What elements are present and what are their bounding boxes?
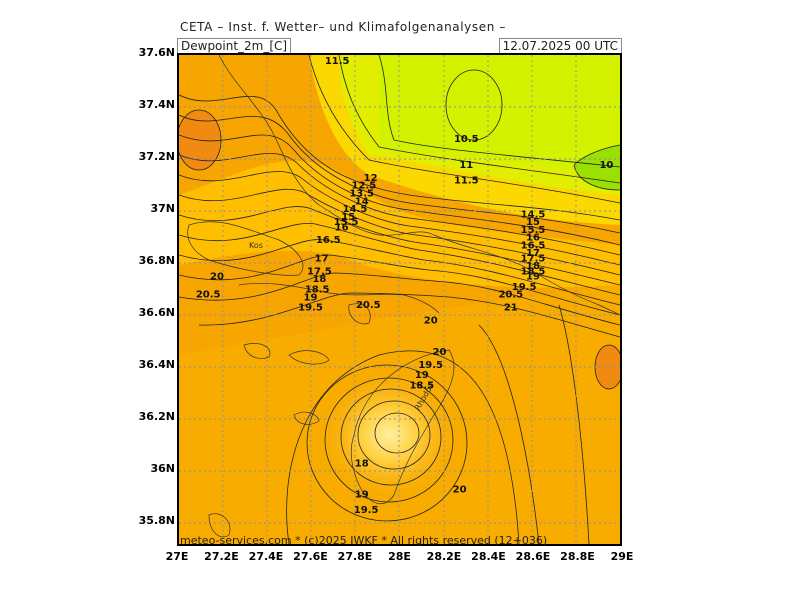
- coastlines: [187, 55, 620, 538]
- contour-value-label: 10: [599, 160, 613, 171]
- contour-value-label: 15: [526, 217, 540, 228]
- contour-value-label: 10.5: [454, 134, 479, 145]
- nisyros-coast: [243, 343, 271, 359]
- contour-value-label: 17: [526, 248, 540, 259]
- symi-coast: [348, 303, 371, 325]
- x-tick-label: 27E: [165, 550, 189, 563]
- contour-value-label: 18: [355, 458, 369, 469]
- y-tick-label: 36.8N: [138, 254, 175, 267]
- x-tick-label: 28E: [388, 550, 411, 563]
- lat-lon-grid: [179, 55, 620, 544]
- contour-value-label: 15.5: [334, 217, 359, 228]
- y-tick-label: 37.4N: [138, 98, 175, 111]
- footer-credit: meteo-services.com * (c)2025 IWKF * All …: [180, 534, 548, 547]
- contour-value-label: 16: [526, 233, 540, 244]
- contour-value-label: 16.5: [521, 240, 546, 251]
- contour-value-label: 14.5: [521, 209, 546, 220]
- contour-value-label: 19.5: [512, 282, 537, 293]
- contour-value-label: 18.5: [521, 266, 546, 277]
- contour-value-label: 21: [504, 303, 518, 314]
- field-band-11: [379, 55, 620, 175]
- contour-lines: [179, 55, 620, 544]
- contour-value-label: 12.5: [352, 181, 377, 192]
- field-high-east: [595, 345, 620, 389]
- contour-value-label: 11: [459, 160, 473, 171]
- contour-value-label: 17: [315, 253, 329, 264]
- y-tick-label: 36N: [150, 462, 175, 475]
- contour-value-label: 20: [433, 347, 447, 358]
- x-tick-label: 28.4E: [471, 550, 506, 563]
- y-tick-label: 37N: [150, 202, 175, 215]
- contour-value-label: 14: [355, 196, 369, 207]
- contour-value-label: 18: [526, 261, 540, 272]
- contour-value-label: 16.5: [316, 235, 341, 246]
- karpathos-coast: [208, 513, 231, 538]
- place-kos: Kos: [249, 241, 263, 250]
- x-tick-label: 27.2E: [204, 550, 239, 563]
- contour-value-label: 19.5: [298, 303, 323, 314]
- bodrum-peninsula-coast: [238, 282, 440, 314]
- field-band-10: [574, 145, 620, 190]
- dewpoint-map: Kos Rhodos 11.5 10.5 11 11.5 10 12 12.5 13.5 14 1…: [177, 53, 622, 546]
- x-tick-label: 28.6E: [515, 550, 551, 563]
- turkish-coast: [218, 55, 620, 316]
- y-tick-label: 37.6N: [138, 46, 175, 59]
- contour-value-label: 20.5: [196, 290, 221, 301]
- x-tick-label: 27.6E: [293, 550, 328, 563]
- contour-value-label: 12: [364, 173, 378, 184]
- contour-labels: 11.510.51111.5101212.513.51414.51515.516…: [196, 56, 614, 516]
- x-tick-label: 29E: [610, 550, 634, 563]
- x-tick-label: 28.2E: [426, 550, 462, 563]
- contour-value-label: 11.5: [325, 56, 350, 67]
- contour-value-label: 17.5: [521, 253, 546, 264]
- contour-value-label: 20: [453, 484, 467, 495]
- contour-value-label: 19: [304, 292, 318, 303]
- institute-header: CETA – Inst. f. Wetter– und Klimafolgena…: [180, 20, 506, 34]
- rhodes-detail-coast: [293, 411, 320, 425]
- contour-value-label: 19: [355, 490, 369, 501]
- contour-value-label: 20: [424, 316, 438, 327]
- contour-value-label: 15.5: [521, 225, 546, 236]
- contour-value-label: 19: [526, 272, 540, 283]
- y-tick-label: 36.4N: [138, 358, 175, 371]
- contour-value-label: 20: [210, 272, 224, 283]
- y-tick-label: 35.8N: [138, 514, 175, 527]
- contour-value-label: 14.5: [343, 204, 368, 215]
- map-canvas: Kos Rhodos 11.510.51111.5101212.513.5141…: [179, 55, 620, 544]
- contour-value-label: 15: [341, 212, 355, 223]
- tilos-coast: [288, 350, 330, 365]
- contour-value-label: 20.5: [356, 300, 381, 311]
- contour-value-label: 18.5: [305, 285, 330, 296]
- contour-value-label: 18: [312, 274, 326, 285]
- y-tick-label: 36.2N: [138, 410, 175, 423]
- rhodes-island-coast: [350, 349, 455, 505]
- contour-value-label: 19.5: [418, 360, 443, 371]
- valid-time-label: 12.07.2025 00 UTC: [498, 38, 622, 54]
- y-tick-label: 37.2N: [138, 150, 175, 163]
- contour-value-label: 11.5: [454, 176, 479, 187]
- contour-value-label: 16: [335, 222, 349, 233]
- contour-value-label: 20.5: [498, 290, 523, 301]
- parameter-label: Dewpoint_2m_[C]: [177, 38, 292, 54]
- kos-island-coast: [187, 221, 304, 276]
- x-tick-label: 27.4E: [248, 550, 284, 563]
- contour-value-label: 19.5: [354, 505, 379, 516]
- contour-value-label: 13.5: [349, 189, 374, 200]
- y-tick-label: 36.6N: [138, 306, 175, 319]
- contour-value-label: 18.5: [409, 381, 434, 392]
- contour-value-label: 17.5: [307, 266, 332, 277]
- field-low-rhodes: [319, 370, 459, 500]
- contour-value-label: 19: [415, 370, 429, 381]
- x-tick-label: 27.8E: [337, 550, 373, 563]
- x-tick-label: 28.8E: [560, 550, 595, 563]
